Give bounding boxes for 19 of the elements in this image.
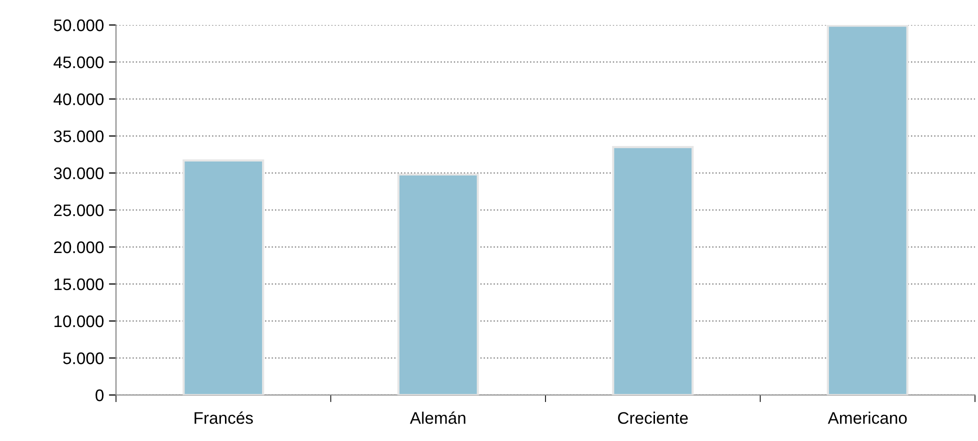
y-tick-label: 10.000 <box>54 315 104 328</box>
y-tick-label: 25.000 <box>54 204 104 216</box>
y-tick-label: 30.000 <box>54 167 104 180</box>
y-tick-label: 45.000 <box>54 56 104 68</box>
y-tick-label: 15.000 <box>54 278 104 290</box>
bar <box>826 25 908 395</box>
y-tick-label: 0 <box>96 389 104 402</box>
bar <box>397 173 479 395</box>
bar <box>612 146 694 395</box>
y-tick-label: 35.000 <box>54 130 104 142</box>
x-tick-label: Creciente <box>618 412 688 424</box>
bar <box>182 159 264 395</box>
y-tick-label: 5.000 <box>63 352 104 364</box>
x-tick-label: Americano <box>828 412 907 424</box>
y-tick-label: 40.000 <box>54 93 104 106</box>
x-tick-label: Francés <box>194 411 253 424</box>
x-tick-label: Alemán <box>410 411 466 424</box>
y-tick-label: 50.000 <box>54 19 104 32</box>
y-tick-label: 20.000 <box>54 241 104 254</box>
